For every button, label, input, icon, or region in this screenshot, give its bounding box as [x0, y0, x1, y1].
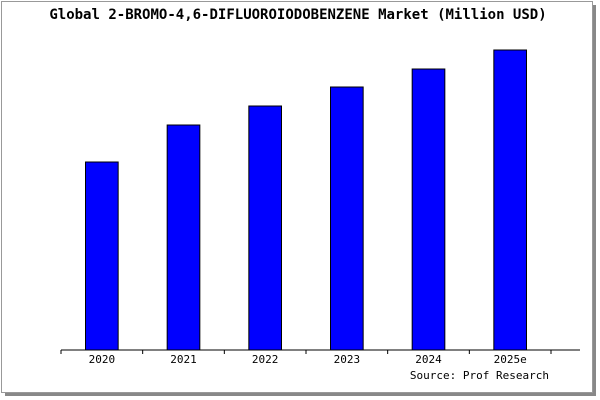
- bar: [411, 68, 446, 351]
- source-note: Source: Prof Research: [410, 369, 549, 382]
- bar: [248, 105, 282, 351]
- x-tick-label: 2022: [252, 353, 279, 366]
- x-tick-label: 2024: [415, 353, 442, 366]
- bar: [493, 49, 528, 351]
- chart-title: Global 2-BROMO-4,6-DIFLUOROIODOBENZENE M…: [49, 7, 546, 23]
- bar: [85, 161, 119, 351]
- x-tick-label: 2025e: [494, 353, 527, 366]
- x-tick-label: 2020: [89, 353, 116, 366]
- x-tick-label: 2021: [170, 353, 197, 366]
- x-tick-label: 2023: [334, 353, 361, 366]
- bar: [330, 86, 364, 351]
- bar: [166, 124, 201, 351]
